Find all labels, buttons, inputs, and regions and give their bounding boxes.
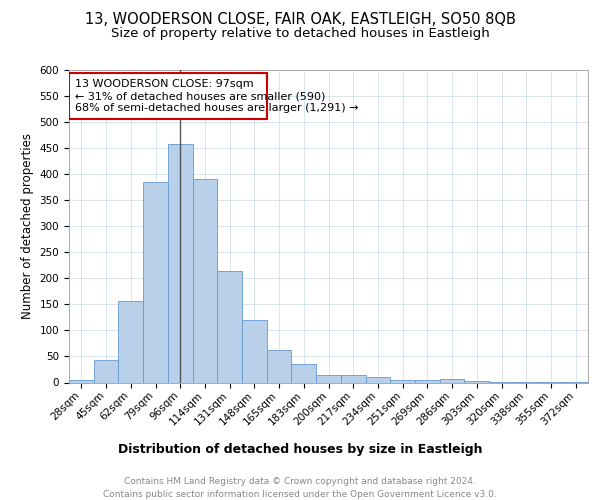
Bar <box>365 378 390 382</box>
Y-axis label: Number of detached properties: Number of detached properties <box>21 133 34 320</box>
Text: Contains HM Land Registry data © Crown copyright and database right 2024.: Contains HM Land Registry data © Crown c… <box>124 478 476 486</box>
Text: 68% of semi-detached houses are larger (1,291) →: 68% of semi-detached houses are larger (… <box>75 103 359 113</box>
Text: ← 31% of detached houses are smaller (590): ← 31% of detached houses are smaller (59… <box>75 91 326 101</box>
Bar <box>168 144 193 382</box>
Bar <box>292 364 316 382</box>
FancyBboxPatch shape <box>69 72 267 120</box>
Bar <box>94 360 118 382</box>
Bar <box>316 374 341 382</box>
Bar <box>267 350 292 382</box>
Bar <box>415 380 440 382</box>
Bar <box>118 300 143 382</box>
Bar <box>341 375 365 382</box>
Bar <box>193 180 217 382</box>
Bar <box>143 182 168 382</box>
Bar <box>69 380 94 382</box>
Bar <box>390 380 415 382</box>
Text: Contains public sector information licensed under the Open Government Licence v3: Contains public sector information licen… <box>103 490 497 499</box>
Bar <box>242 320 267 382</box>
Text: 13 WOODERSON CLOSE: 97sqm: 13 WOODERSON CLOSE: 97sqm <box>75 79 254 89</box>
Text: 13, WOODERSON CLOSE, FAIR OAK, EASTLEIGH, SO50 8QB: 13, WOODERSON CLOSE, FAIR OAK, EASTLEIGH… <box>85 12 515 28</box>
Text: Distribution of detached houses by size in Eastleigh: Distribution of detached houses by size … <box>118 442 482 456</box>
Text: Size of property relative to detached houses in Eastleigh: Size of property relative to detached ho… <box>110 28 490 40</box>
Bar <box>217 270 242 382</box>
Bar <box>440 379 464 382</box>
